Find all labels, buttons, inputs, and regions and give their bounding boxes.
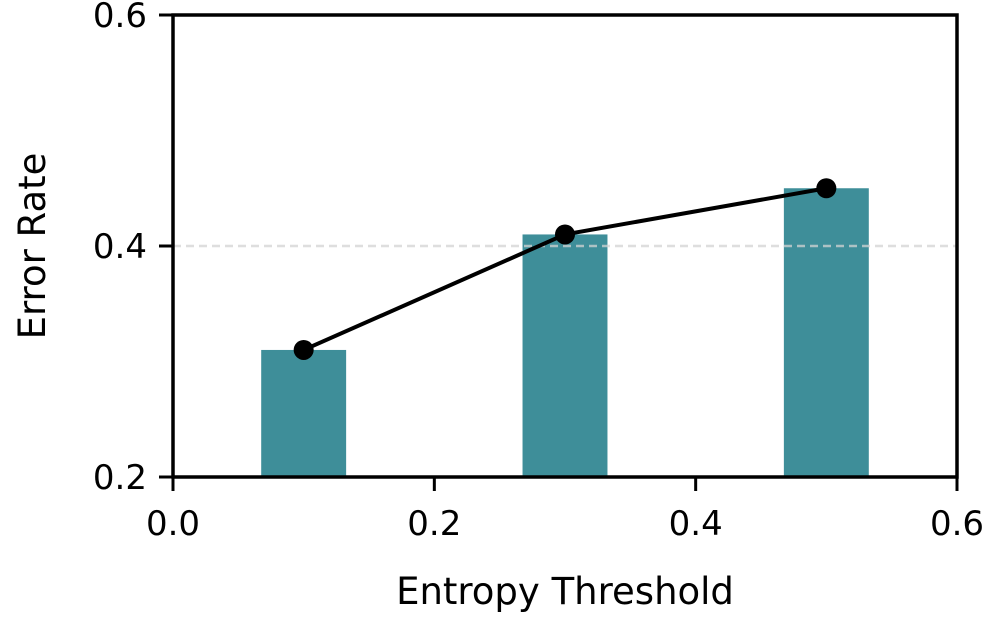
axes-layer: 0.0 0.2 0.4 0.6 0.2 0.4 0.6 [93, 0, 984, 544]
x-tick-label: 0.0 [146, 504, 200, 544]
bar [261, 349, 347, 477]
y-tick-label: 0.6 [93, 0, 147, 36]
data-point-marker [555, 224, 575, 245]
bars-layer [261, 188, 869, 477]
x-axis-label: Entropy Threshold [396, 570, 734, 613]
bar [522, 234, 608, 477]
line-layer [293, 178, 837, 360]
data-point-marker [816, 178, 837, 199]
y-tick-label: 0.4 [93, 227, 147, 267]
x-tick-label: 0.6 [930, 504, 984, 544]
x-tick-label: 0.4 [669, 504, 723, 544]
x-tick-label: 0.2 [407, 504, 461, 544]
data-point-marker [293, 339, 314, 360]
bar [783, 188, 869, 477]
y-axis-label: Error Rate [11, 153, 54, 340]
y-tick-label: 0.2 [93, 458, 147, 498]
